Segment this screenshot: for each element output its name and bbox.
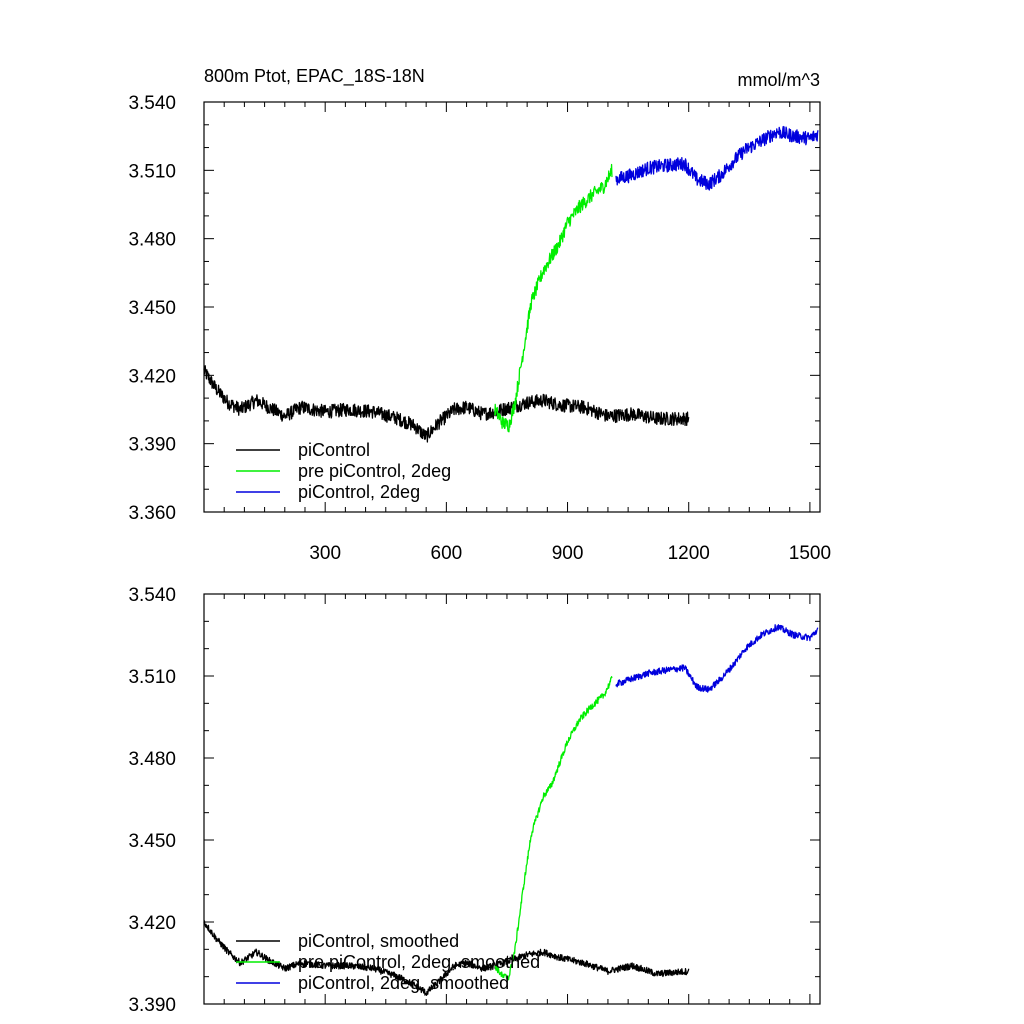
y-tick-label: 3.390	[128, 995, 176, 1016]
series-line	[203, 365, 690, 443]
legend-label: pre piControl, 2deg, smoothed	[298, 952, 540, 972]
series-line	[615, 125, 819, 191]
legend-label: piControl, smoothed	[298, 931, 459, 951]
y-tick-label: 3.420	[128, 366, 176, 387]
x-tick-label: 600	[431, 543, 463, 564]
legend-label: piControl, 2deg, smoothed	[298, 973, 509, 993]
bottom-panel: 3.390 3.420 3.450 3.480 3.510 3.540 piControl…	[128, 585, 821, 1016]
y-tick-label: 3.510	[128, 667, 176, 688]
chart-units: mmol/m^3	[738, 70, 820, 90]
x-tick-label: 900	[552, 543, 584, 564]
y-tick-label: 3.450	[128, 831, 176, 852]
y-tick-label: 3.540	[128, 585, 176, 606]
y-tick-label: 3.420	[128, 913, 176, 934]
y-tick-label: 3.510	[128, 161, 176, 182]
plot-frame	[203, 593, 821, 1005]
x-tick-label: 1500	[789, 543, 831, 564]
legend-label: piControl, 2deg	[298, 482, 420, 502]
y-tick-label: 3.450	[128, 298, 176, 319]
x-tick-label: 300	[309, 543, 341, 564]
y-tick-label: 3.540	[128, 93, 176, 114]
y-tick-label: 3.480	[128, 749, 176, 770]
y-tick-label: 3.390	[128, 435, 176, 456]
legend-label: piControl	[298, 440, 370, 460]
chart-title: 800m Ptot, EPAC_18S-18N	[204, 66, 425, 87]
x-tick-label: 1200	[668, 543, 710, 564]
series-line	[494, 676, 613, 981]
series-line	[615, 624, 819, 693]
top-panel: 800m Ptot, EPAC_18S-18N mmol/m^3 300 600 9…	[128, 66, 831, 564]
legend-label: pre piControl, 2deg	[298, 461, 451, 481]
series-line	[203, 920, 690, 996]
y-tick-label: 3.480	[128, 230, 176, 251]
y-tick-label: 3.360	[128, 503, 176, 524]
series-line	[494, 163, 613, 433]
plot-frame	[203, 101, 821, 513]
